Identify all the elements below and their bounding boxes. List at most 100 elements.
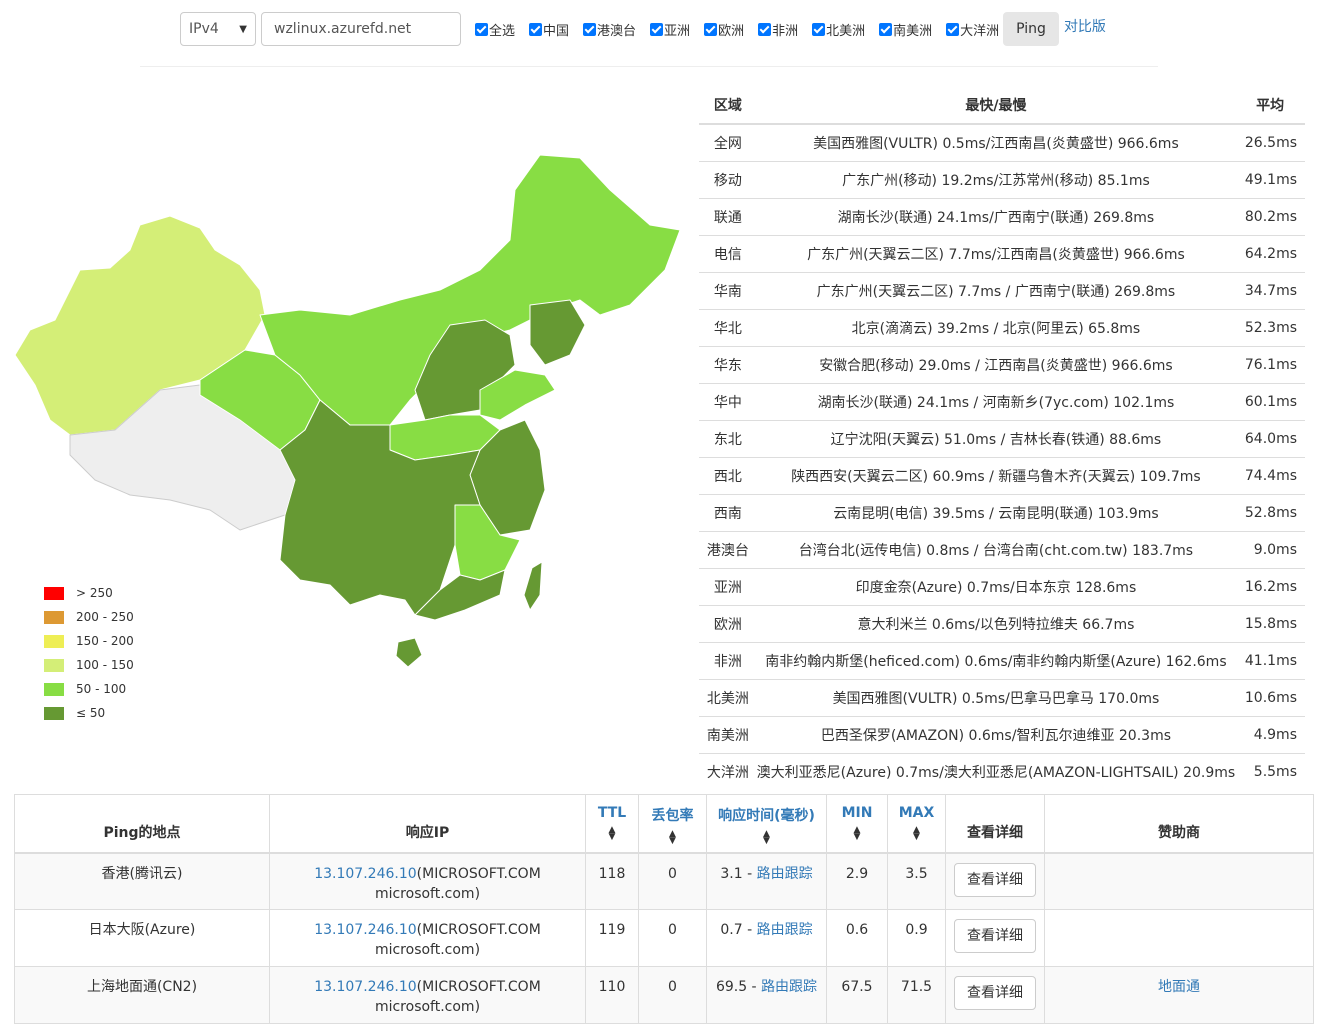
region-fastest-slowest: 澳大利亚悉尼(Azure) 0.7ms/澳大利亚悉尼(AMAZON-LIGHTS… — [756, 752, 1236, 790]
region-name: 华南 — [699, 271, 757, 309]
view-detail-button[interactable]: 查看详细 — [954, 862, 1036, 897]
sort-icon: ▲ ▼ — [669, 829, 676, 846]
ping-button[interactable]: Ping — [1003, 12, 1059, 46]
checkbox-checked-icon[interactable] — [650, 22, 664, 36]
region-average: 60.1ms — [1235, 382, 1305, 420]
ping-max: 0.9 — [887, 909, 946, 967]
region-average: 26.5ms — [1235, 123, 1305, 161]
legend-swatch — [44, 682, 64, 696]
region-name: 华中 — [699, 382, 757, 420]
checkbox-checked-icon[interactable] — [475, 22, 488, 36]
ip-host: microsoft.com) — [374, 885, 481, 902]
region-average: 64.2ms — [1235, 234, 1305, 272]
checkbox-checked-icon[interactable] — [583, 22, 597, 36]
checkbox-china[interactable]: 中国 — [529, 20, 569, 39]
map-region-taiwan[interactable] — [523, 561, 543, 611]
ping-loss: 0 — [638, 966, 707, 1024]
traceroute-link[interactable]: 路由跟踪 — [756, 865, 813, 882]
region-average: 4.9ms — [1235, 715, 1305, 753]
region-row: 西北 陕西西安(天翼云二区) 60.9ms / 新疆乌鲁木齐(天翼云) 109.7… — [699, 456, 1305, 494]
map-region-shandong[interactable] — [479, 369, 556, 421]
ping-loss: 0 — [638, 909, 707, 967]
ping-row: 香港(腾讯云) 13.107.246.10(MICROSOFT.COM micros… — [14, 852, 1314, 910]
region-name: 南美洲 — [699, 715, 757, 753]
region-fastest-slowest: 湖南长沙(联通) 24.1ms/广西南宁(联通) 269.8ms — [756, 197, 1236, 235]
legend-swatch — [44, 658, 64, 672]
ping-min: 0.6 — [826, 909, 888, 967]
region-row: 北美洲 美国西雅图(VULTR) 0.5ms/巴拿马巴拿马 170.0ms 10.6… — [699, 678, 1305, 716]
region-average: 80.2ms — [1235, 197, 1305, 235]
ping-detail-cell: 查看详细 — [945, 852, 1045, 910]
region-average: 64.0ms — [1235, 419, 1305, 457]
region-name: 西北 — [699, 456, 757, 494]
legend-swatch — [44, 706, 64, 720]
ip-link[interactable]: 13.107.246.10 — [314, 979, 417, 995]
legend-item: ≤ 50 — [44, 701, 134, 725]
checkbox-oceania[interactable]: 大洋洲 — [946, 20, 999, 39]
checkbox-asia[interactable]: 亚洲 — [650, 20, 690, 39]
checkbox-checked-icon[interactable] — [704, 22, 718, 36]
checkbox-africa[interactable]: 非洲 — [758, 20, 798, 39]
region-average: 41.1ms — [1235, 641, 1305, 679]
ip-link[interactable]: 13.107.246.10 — [314, 922, 417, 938]
checkbox-hk-mo-tw[interactable]: 港澳台 — [583, 20, 636, 39]
ping-ttl: 110 — [585, 966, 639, 1024]
region-summary-table: 区域 最快/最慢 平均 全网 美国西雅图(VULTR) 0.5ms/江西南昌(炎黄… — [699, 86, 1305, 790]
region-average: 5.5ms — [1235, 752, 1305, 790]
ip-version-select[interactable]: IPv4 ▼ — [180, 12, 256, 46]
checkbox-south-america[interactable]: 南美洲 — [879, 20, 932, 39]
ping-response-ip: 13.107.246.10(MICROSOFT.COM microsoft.com… — [269, 852, 586, 910]
legend-item: 50 - 100 — [44, 677, 134, 701]
view-detail-button[interactable]: 查看详细 — [954, 919, 1036, 953]
region-fastest-slowest: 美国西雅图(VULTR) 0.5ms/巴拿马巴拿马 170.0ms — [756, 678, 1236, 716]
ping-response-ip: 13.107.246.10(MICROSOFT.COM microsoft.com… — [269, 966, 586, 1024]
host-input[interactable] — [261, 12, 461, 46]
column-header-response-time[interactable]: 响应时间(毫秒) ▲ ▼ — [706, 794, 827, 854]
china-latency-map — [14, 154, 681, 668]
checkbox-checked-icon[interactable] — [758, 22, 772, 36]
ip-link[interactable]: 13.107.246.10 — [314, 865, 417, 882]
ip-version-value: IPv4 — [189, 21, 219, 37]
region-average: 49.1ms — [1235, 160, 1305, 198]
ping-sponsor: 地面通 — [1044, 966, 1314, 1024]
checkbox-checked-icon[interactable] — [946, 22, 960, 36]
ping-time-value: 69.5 — [715, 979, 748, 995]
checkbox-checked-icon[interactable] — [879, 22, 893, 36]
legend-item: 100 - 150 — [44, 653, 134, 677]
column-header-average: 平均 — [1235, 86, 1305, 125]
map-region-hainan[interactable] — [395, 637, 423, 668]
ip-org: (MICROSOFT.COM — [416, 922, 541, 938]
traceroute-link[interactable]: 路由跟踪 — [756, 922, 813, 938]
region-name: 联通 — [699, 197, 757, 235]
column-header-min[interactable]: MIN ▲ ▼ — [826, 794, 888, 854]
legend-swatch — [44, 634, 64, 648]
region-fastest-slowest: 陕西西安(天翼云二区) 60.9ms / 新疆乌鲁木齐(天翼云) 109.7ms — [756, 456, 1236, 494]
region-fastest-slowest: 湖南长沙(联通) 24.1ms / 河南新乡(7yc.com) 102.1ms — [756, 382, 1236, 420]
region-fastest-slowest: 北京(滴滴云) 39.2ms / 北京(阿里云) 65.8ms — [756, 308, 1236, 346]
column-header-ttl[interactable]: TTL ▲ ▼ — [585, 794, 639, 854]
region-row: 欧洲 意大利米兰 0.6ms/以色列特拉维夫 66.7ms 15.8ms — [699, 604, 1305, 642]
ping-time: 0.7 - 路由跟踪 — [706, 909, 827, 967]
map-region-guangdong[interactable] — [414, 569, 506, 621]
checkbox-all[interactable]: 全选 — [475, 20, 515, 39]
traceroute-link[interactable]: 路由跟踪 — [761, 979, 818, 995]
view-detail-button[interactable]: 查看详细 — [954, 976, 1036, 1010]
column-header-sponsor: 赞助商 — [1044, 794, 1314, 854]
compare-link[interactable]: 对比版 — [1063, 19, 1106, 35]
sponsor-link[interactable]: 地面通 — [1158, 979, 1200, 995]
region-name: 北美洲 — [699, 678, 757, 716]
column-header-max[interactable]: MAX ▲ ▼ — [887, 794, 946, 854]
region-row: 大洋洲 澳大利亚悉尼(Azure) 0.7ms/澳大利亚悉尼(AMAZON-LIG… — [699, 752, 1305, 790]
checkbox-checked-icon[interactable] — [812, 22, 826, 36]
region-average: 15.8ms — [1235, 604, 1305, 642]
ping-max: 3.5 — [887, 852, 946, 910]
region-row: 亚洲 印度金奈(Azure) 0.7ms/日本东京 128.6ms 16.2ms — [699, 567, 1305, 605]
map-region-northeast[interactable] — [529, 299, 586, 366]
ip-org: (MICROSOFT.COM — [416, 979, 541, 995]
region-name: 华东 — [699, 345, 757, 383]
checkbox-europe[interactable]: 欧洲 — [704, 20, 744, 39]
checkbox-checked-icon[interactable] — [529, 22, 543, 36]
region-row: 电信 广东广州(天翼云二区) 7.7ms/江西南昌(炎黄盛世) 966.6ms 64… — [699, 234, 1305, 272]
checkbox-north-america[interactable]: 北美洲 — [812, 20, 865, 39]
column-header-loss[interactable]: 丢包率 ▲ ▼ — [638, 794, 707, 854]
